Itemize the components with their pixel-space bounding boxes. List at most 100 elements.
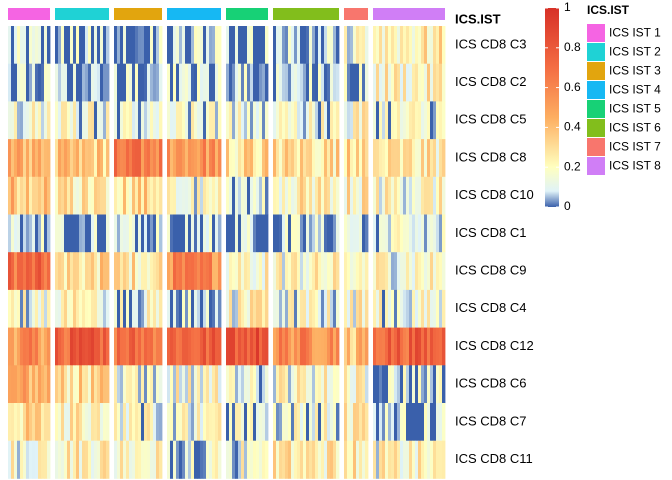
heatmap-cell [347, 176, 351, 215]
heatmap-cell [315, 440, 319, 479]
heatmap-cell [32, 176, 36, 215]
heatmap-cell [259, 214, 263, 253]
heatmap-cell [135, 139, 139, 178]
heatmap-cell [394, 139, 398, 178]
heatmap-cell [35, 252, 39, 291]
row-label: ICS CD8 C3 [455, 36, 527, 51]
heatmap-cell [327, 176, 331, 215]
heatmap-cell [182, 101, 186, 140]
heatmap-cell [373, 176, 377, 215]
heatmap-cell [17, 101, 21, 140]
heatmap-cell [321, 252, 325, 291]
heatmap-cell [235, 403, 239, 442]
heatmap-cell [188, 365, 192, 404]
heatmap-cell [191, 289, 195, 328]
heatmap-cell [64, 252, 68, 291]
heatmap-cell [229, 440, 233, 479]
heatmap-cell [76, 176, 80, 215]
heatmap-cell [173, 176, 177, 215]
heatmap-cell [397, 440, 401, 479]
heatmap-cell [132, 252, 136, 291]
heatmap-cell [430, 289, 434, 328]
heatmap-cell [409, 289, 413, 328]
heatmap-cell [241, 26, 245, 65]
heatmap-cell [409, 440, 413, 479]
heatmap-cell [179, 139, 183, 178]
heatmap-cell [315, 403, 319, 442]
heatmap-cell [188, 327, 192, 366]
heatmap-cell [106, 252, 110, 291]
heatmap-cell [185, 176, 189, 215]
heatmap-cell [70, 289, 74, 328]
heatmap-cell [179, 327, 183, 366]
heatmap-cell [232, 327, 236, 366]
heatmap-cell [306, 101, 310, 140]
heatmap-cell [276, 252, 280, 291]
heatmap-cell [276, 440, 280, 479]
heatmap-cell [321, 327, 325, 366]
heatmap-cell [85, 327, 89, 366]
heatmap-cell [439, 403, 443, 442]
heatmap-cell [23, 327, 27, 366]
heatmap-cell [203, 139, 207, 178]
heatmap-cell [138, 26, 142, 65]
legend-label-5: ICS IST 5 [609, 102, 661, 116]
group-legend-title: ICS.IST [587, 3, 630, 17]
heatmap-cell [244, 365, 248, 404]
heatmap-cell [238, 63, 242, 102]
heatmap-cell [229, 214, 233, 253]
heatmap-cell [347, 252, 351, 291]
heatmap-cell [406, 327, 410, 366]
heatmap-cell [47, 63, 51, 102]
heatmap-cell [176, 327, 180, 366]
heatmap-cell [294, 63, 298, 102]
heatmap-cell [433, 440, 437, 479]
heatmap-cell [91, 403, 95, 442]
heatmap-cell [415, 139, 419, 178]
heatmap-cell [23, 214, 27, 253]
heatmap-cell [135, 176, 139, 215]
heatmap-cell [58, 440, 62, 479]
heatmap-cell [391, 214, 395, 253]
heatmap-cell [35, 214, 39, 253]
heatmap-cell [421, 327, 425, 366]
heatmap-cell [85, 176, 89, 215]
heatmap-cell [327, 214, 331, 253]
heatmap-cell [306, 63, 310, 102]
heatmap-cell [206, 101, 210, 140]
heatmap-cell [14, 327, 18, 366]
heatmap-cell [226, 26, 230, 65]
heatmap-cell [282, 63, 286, 102]
heatmap-cell [303, 214, 307, 253]
heatmap-cell [303, 26, 307, 65]
heatmap-cell [106, 440, 110, 479]
heatmap-cell [76, 139, 80, 178]
heatmap-cell [285, 440, 289, 479]
colorbar-tick-label: 0 [564, 199, 571, 213]
heatmap-cell [235, 63, 239, 102]
heatmap-cell [150, 403, 154, 442]
heatmap-cell [256, 63, 260, 102]
heatmap-cell [238, 252, 242, 291]
heatmap-cell [179, 26, 183, 65]
heatmap-cell [215, 327, 219, 366]
heatmap-cell [29, 139, 33, 178]
heatmap-cell [244, 327, 248, 366]
heatmap-cell [73, 139, 77, 178]
heatmap-cell [179, 289, 183, 328]
heatmap-cell [262, 365, 266, 404]
heatmap-cell [44, 327, 48, 366]
heatmap-cell [194, 214, 198, 253]
heatmap-cell [100, 252, 104, 291]
heatmap-cell [418, 139, 422, 178]
heatmap-cell [291, 327, 295, 366]
heatmap-cell [14, 289, 18, 328]
heatmap-cell [58, 327, 62, 366]
heatmap-cell [309, 63, 313, 102]
heatmap-cell [276, 403, 280, 442]
heatmap-cell [120, 440, 124, 479]
heatmap-cell [76, 289, 80, 328]
heatmap-cell [135, 403, 139, 442]
heatmap-cell [294, 214, 298, 253]
heatmap-cell [265, 176, 269, 215]
